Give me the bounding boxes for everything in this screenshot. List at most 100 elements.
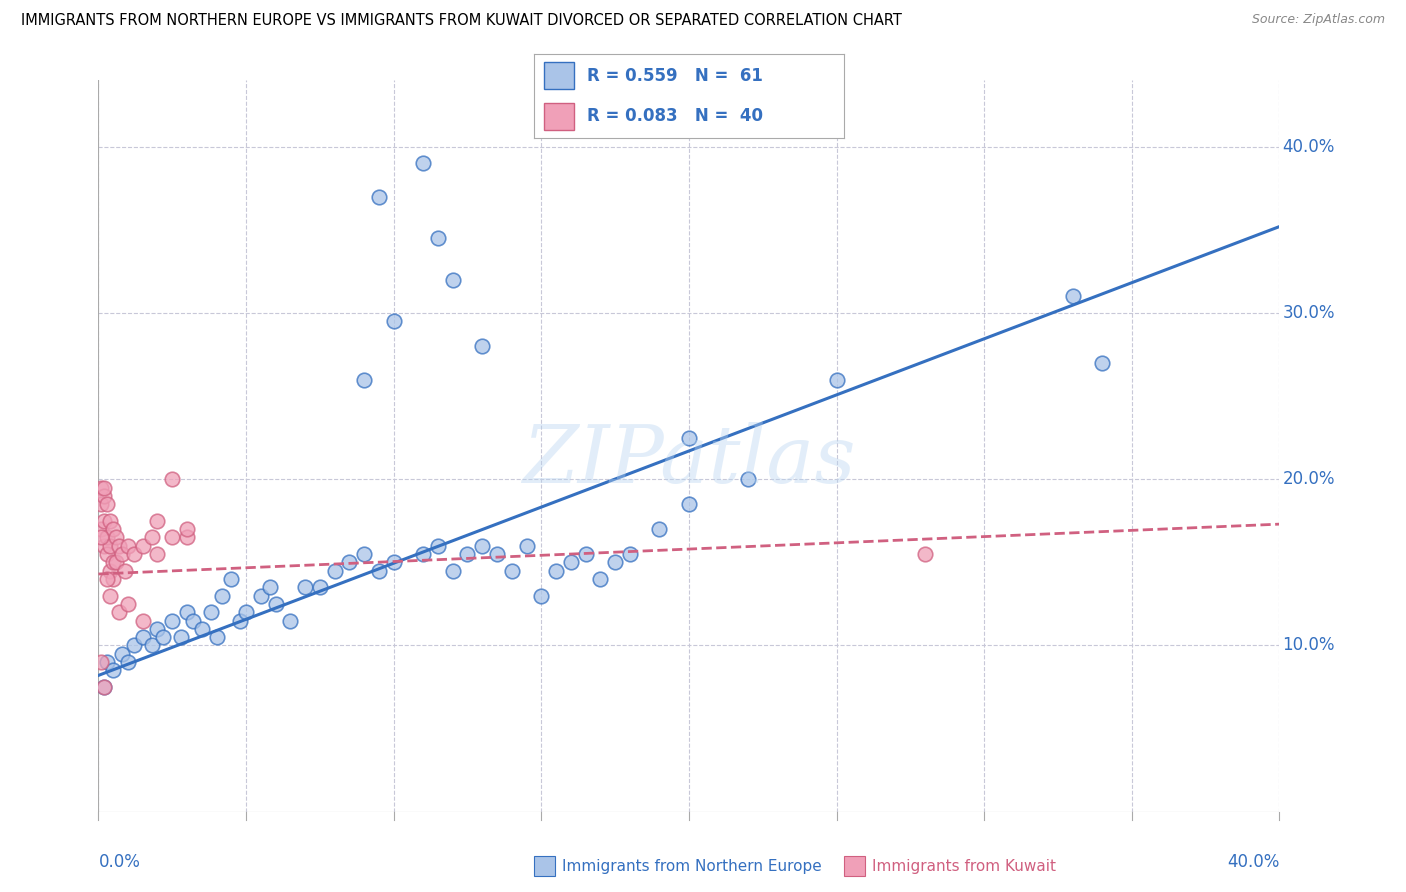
Text: 10.0%: 10.0%: [1282, 637, 1334, 655]
Point: [90, 522, 112, 536]
Point: [294, 580, 316, 594]
Point: [103, 522, 125, 536]
Point: [103, 555, 125, 569]
Point: [117, 597, 139, 611]
Text: 40.0%: 40.0%: [1227, 854, 1279, 871]
Point: [90, 481, 112, 495]
Point: [162, 614, 183, 628]
Point: [146, 514, 169, 528]
Point: [96, 572, 118, 586]
Point: [471, 539, 494, 553]
Point: [515, 539, 537, 553]
Point: [108, 539, 131, 553]
Text: 0.0%: 0.0%: [98, 854, 141, 871]
Text: 20.0%: 20.0%: [1282, 470, 1334, 488]
Point: [93, 680, 115, 694]
Point: [114, 564, 136, 578]
Point: [141, 639, 163, 653]
Point: [90, 530, 112, 544]
Point: [574, 547, 596, 561]
Point: [111, 647, 134, 661]
Point: [181, 614, 204, 628]
Point: [914, 547, 936, 561]
Point: [678, 431, 700, 445]
Text: Source: ZipAtlas.com: Source: ZipAtlas.com: [1251, 13, 1385, 27]
Point: [412, 547, 434, 561]
Point: [98, 514, 121, 528]
Point: [250, 589, 273, 603]
Point: [90, 655, 112, 669]
Point: [368, 189, 391, 203]
Point: [200, 605, 222, 619]
Point: [93, 489, 115, 503]
Point: [205, 630, 228, 644]
Point: [152, 630, 174, 644]
Point: [93, 514, 115, 528]
Point: [105, 555, 128, 569]
Point: [176, 530, 198, 544]
Point: [211, 589, 233, 603]
Text: 40.0%: 40.0%: [1282, 137, 1334, 156]
Point: [98, 589, 121, 603]
Point: [93, 539, 115, 553]
Point: [264, 597, 287, 611]
Point: [353, 547, 375, 561]
Point: [108, 605, 131, 619]
Point: [323, 564, 346, 578]
Text: ZIPatlas: ZIPatlas: [522, 422, 856, 500]
Point: [412, 156, 434, 170]
Point: [456, 547, 478, 561]
Point: [544, 564, 567, 578]
Point: [427, 231, 450, 245]
Point: [825, 372, 848, 386]
Point: [368, 564, 391, 578]
Point: [235, 605, 257, 619]
Point: [122, 639, 145, 653]
Point: [648, 522, 671, 536]
Point: [162, 530, 183, 544]
Point: [105, 530, 128, 544]
Point: [176, 605, 198, 619]
Point: [122, 547, 145, 561]
Point: [337, 555, 360, 569]
Point: [141, 530, 163, 544]
Point: [441, 273, 464, 287]
Point: [353, 372, 375, 386]
Point: [309, 580, 332, 594]
Point: [382, 555, 405, 569]
Point: [259, 580, 281, 594]
Point: [619, 547, 641, 561]
Point: [486, 547, 509, 561]
Point: [146, 622, 169, 636]
Point: [103, 572, 125, 586]
Point: [132, 539, 155, 553]
Text: Immigrants from Kuwait: Immigrants from Kuwait: [872, 859, 1056, 873]
Point: [501, 564, 523, 578]
Point: [96, 497, 118, 511]
Text: Immigrants from Northern Europe: Immigrants from Northern Europe: [562, 859, 823, 873]
Point: [382, 314, 405, 328]
Point: [589, 572, 612, 586]
Point: [162, 472, 183, 486]
Text: R = 0.083   N =  40: R = 0.083 N = 40: [586, 107, 763, 125]
Point: [441, 564, 464, 578]
Text: 30.0%: 30.0%: [1282, 304, 1334, 322]
Point: [132, 630, 155, 644]
Point: [117, 539, 139, 553]
Point: [530, 589, 553, 603]
Point: [427, 539, 450, 553]
Point: [96, 530, 118, 544]
Point: [90, 497, 112, 511]
Point: [229, 614, 252, 628]
Point: [560, 555, 582, 569]
Point: [96, 655, 118, 669]
FancyBboxPatch shape: [544, 103, 575, 130]
Point: [1091, 356, 1114, 370]
Point: [219, 572, 242, 586]
Point: [96, 547, 118, 561]
Point: [170, 630, 193, 644]
Text: R = 0.559   N =  61: R = 0.559 N = 61: [586, 67, 762, 85]
Text: IMMIGRANTS FROM NORTHERN EUROPE VS IMMIGRANTS FROM KUWAIT DIVORCED OR SEPARATED : IMMIGRANTS FROM NORTHERN EUROPE VS IMMIG…: [21, 13, 903, 29]
Point: [111, 547, 134, 561]
Point: [737, 472, 759, 486]
